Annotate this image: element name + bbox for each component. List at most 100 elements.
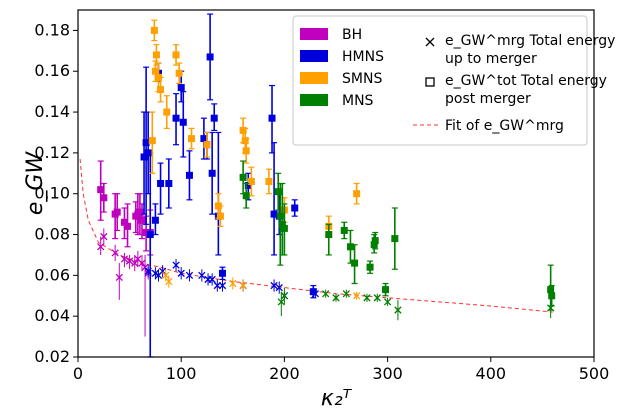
square-marker: [242, 147, 250, 155]
square-marker: [309, 288, 317, 296]
cross-marker: [342, 290, 350, 298]
hmns-merger-point: [172, 259, 180, 272]
mns-total-point: [548, 284, 556, 307]
smns-total-point: [188, 127, 196, 150]
legend-marker-line1: e_GW^mrg Total energy: [445, 33, 615, 49]
mns-merger-point: [373, 293, 381, 302]
square-marker: [177, 84, 185, 92]
square-marker: [276, 212, 284, 220]
hmns-merger-point: [177, 267, 185, 280]
square-marker: [391, 235, 399, 243]
square-marker: [151, 216, 159, 224]
smns-merger-point: [229, 277, 237, 290]
y-tick-label: 0.04: [34, 306, 70, 325]
cross-marker: [383, 298, 392, 306]
hmns-total-point: [157, 162, 165, 215]
square-marker: [140, 153, 148, 161]
mns-total-point: [547, 264, 555, 311]
smns-merger-point: [165, 275, 173, 288]
y-tick-label: 0.14: [34, 102, 70, 121]
smns-total-point: [265, 168, 273, 195]
square-marker: [146, 231, 154, 239]
square-marker: [206, 53, 214, 61]
cross-marker: [172, 261, 180, 269]
x-axis-label: κ₂ᵀ: [321, 386, 353, 411]
square-marker: [157, 180, 165, 187]
smns-total-point: [203, 131, 211, 158]
mns-merger-point: [363, 293, 371, 302]
y-tick-label: 0.12: [34, 143, 70, 162]
square-marker: [151, 67, 159, 75]
square-marker: [280, 224, 288, 232]
bh-merger-point: [125, 254, 134, 270]
cross-marker: [162, 271, 170, 280]
hmns-merger-point: [270, 279, 278, 292]
smns-total-point: [152, 44, 160, 66]
legend-marker-line1: e_GW^tot Total energy: [445, 73, 607, 89]
bh-merger-point: [131, 254, 139, 272]
y-tick-label: 0.02: [34, 347, 70, 366]
cross-marker: [100, 232, 108, 241]
mns-total-point: [346, 229, 354, 264]
cross-marker: [322, 290, 330, 298]
bh-total-point: [138, 203, 146, 240]
square-marker: [239, 126, 247, 134]
square-marker: [172, 114, 180, 122]
square-marker: [274, 188, 282, 196]
square-marker: [150, 26, 158, 34]
square-marker: [366, 263, 374, 271]
cross-marker: [198, 271, 206, 280]
square-marker: [100, 194, 108, 202]
y-tick-label: 0.10: [34, 184, 70, 203]
smns-total-point: [150, 19, 158, 42]
hmns-merger-point: [185, 269, 194, 282]
bh-merger-point: [141, 254, 149, 337]
smns-total-point: [172, 44, 180, 66]
square-marker: [124, 222, 132, 230]
hmns-merger-point: [213, 279, 221, 292]
square-marker: [371, 237, 379, 245]
square-marker: [351, 259, 359, 267]
y-tick-label: 0.16: [34, 61, 70, 80]
square-marker: [239, 173, 247, 181]
cross-marker: [141, 263, 149, 271]
square-marker: [346, 243, 354, 251]
square-marker: [113, 208, 121, 216]
hmns-merger-point: [158, 265, 167, 278]
mns-total-point: [351, 244, 359, 285]
square-marker: [152, 51, 160, 59]
x-tick-label: 100: [166, 364, 197, 383]
square-marker: [265, 177, 273, 185]
mns-merger-point: [277, 291, 285, 317]
legend-swatch-smns: [300, 72, 328, 84]
mns-merger-point: [394, 299, 402, 321]
square-marker: [325, 231, 333, 239]
square-marker: [97, 186, 105, 194]
hmns-merger-point: [154, 269, 163, 282]
hmns-merger-point: [275, 281, 283, 294]
bh-total-point: [113, 193, 121, 232]
cross-marker: [270, 281, 278, 290]
square-marker: [241, 137, 249, 145]
square-marker: [185, 171, 193, 179]
square-marker: [148, 137, 156, 145]
cross-marker: [120, 255, 129, 263]
cross-marker: [275, 283, 283, 292]
mns-total-point: [340, 221, 348, 240]
bh-merger-point: [111, 244, 119, 262]
smns-total-point: [163, 95, 171, 129]
hmns-total-point: [208, 131, 216, 215]
smns-merger-point: [162, 269, 170, 282]
square-marker: [210, 114, 218, 122]
plot-frame: [77, 9, 595, 358]
square-marker: [548, 292, 556, 300]
square-marker: [138, 216, 146, 224]
cross-marker: [125, 257, 134, 265]
hmns-total-point: [206, 13, 214, 101]
mns-merger-point: [322, 289, 330, 298]
square-marker: [268, 114, 276, 122]
cross-marker: [111, 249, 119, 257]
square-marker: [165, 180, 173, 187]
legend: BH HMNS SMNS MNS e_GW^mrg Total energy up to …: [292, 15, 615, 146]
